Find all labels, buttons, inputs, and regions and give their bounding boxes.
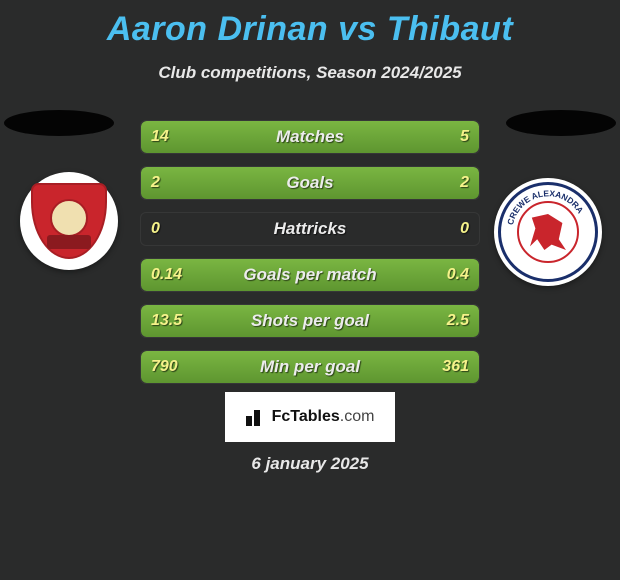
stat-row-goals-per-match: 0.14 Goals per match 0.4 (140, 258, 480, 292)
player-left-crest (20, 172, 118, 270)
stat-value-right: 2.5 (437, 305, 479, 337)
stat-label: Hattricks (141, 213, 479, 245)
branding-box[interactable]: FcTables.com (225, 392, 395, 442)
swindon-shield-icon (31, 183, 107, 259)
stat-label: Goals (141, 167, 479, 199)
stat-label: Goals per match (141, 259, 479, 291)
player-left-shadow (4, 110, 114, 136)
crewe-ring-icon: CREWE ALEXANDRA (498, 182, 598, 282)
crewe-text-icon: CREWE ALEXANDRA (501, 185, 595, 279)
stat-row-matches: 14 Matches 5 (140, 120, 480, 154)
svg-text:CREWE ALEXANDRA: CREWE ALEXANDRA (505, 188, 586, 226)
stats-bars: 14 Matches 5 2 Goals 2 0 Hattricks 0 0.1… (140, 120, 480, 396)
player-right-shadow (506, 110, 616, 136)
page-subtitle: Club competitions, Season 2024/2025 (0, 63, 620, 83)
stat-value-right: 0.4 (437, 259, 479, 291)
stat-row-goals: 2 Goals 2 (140, 166, 480, 200)
date-label: 6 january 2025 (0, 454, 620, 474)
branding-name: FcTables (272, 408, 340, 425)
stat-value-right: 0 (450, 213, 479, 245)
fctables-logo-icon (246, 408, 268, 426)
stat-row-min-per-goal: 790 Min per goal 361 (140, 350, 480, 384)
stat-value-right: 5 (450, 121, 479, 153)
stat-row-shots-per-goal: 13.5 Shots per goal 2.5 (140, 304, 480, 338)
stat-row-hattricks: 0 Hattricks 0 (140, 212, 480, 246)
player-right-crest: CREWE ALEXANDRA (494, 178, 602, 286)
stat-label: Min per goal (141, 351, 479, 383)
branding-text: FcTables.com (272, 408, 375, 426)
stat-value-right: 361 (432, 351, 479, 383)
stat-label: Matches (141, 121, 479, 153)
stat-label: Shots per goal (141, 305, 479, 337)
stat-value-right: 2 (450, 167, 479, 199)
branding-domain: .com (340, 408, 375, 425)
page-title: Aaron Drinan vs Thibaut (0, 0, 620, 49)
